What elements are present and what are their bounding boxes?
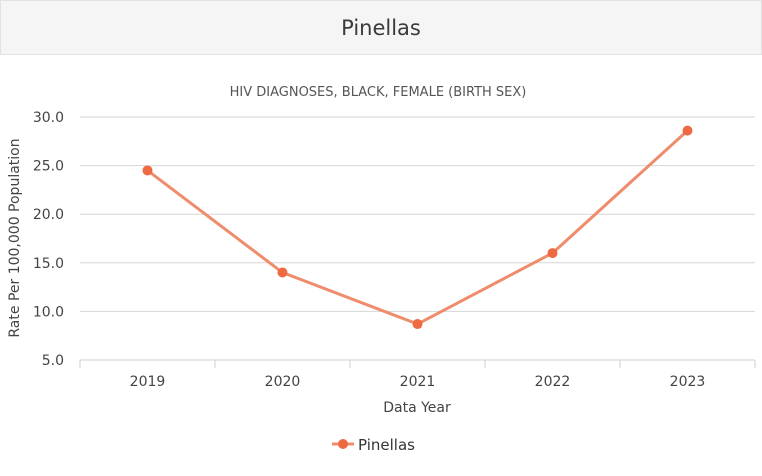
data-point-2022[interactable]: [547, 248, 558, 259]
chart-title: HIV DIAGNOSES, BLACK, FEMALE (BIRTH SEX): [230, 85, 527, 100]
y-tick-label: 5.0: [42, 353, 64, 369]
legend-label-pinellas[interactable]: Pinellas: [358, 436, 415, 454]
y-tick-label: 25.0: [33, 159, 64, 175]
y-tick-label: 10.0: [33, 304, 64, 320]
x-axis: 2019 2020 2021 2022 2023: [79, 359, 756, 390]
x-tick-label-2020: 2020: [265, 374, 301, 390]
series-line: [146, 129, 689, 326]
x-axis-title: Data Year: [383, 400, 451, 416]
y-axis-ticks: 5.0 10.0 15.0 20.0 25.0 30.0: [33, 110, 64, 369]
x-tick-label-2023: 2023: [670, 374, 706, 390]
line-chart: HIV DIAGNOSES, BLACK, FEMALE (BIRTH SEX)…: [7, 85, 756, 454]
y-tick-label: 20.0: [33, 207, 64, 223]
data-point-2020[interactable]: [277, 267, 288, 278]
series-pinellas[interactable]: [142, 125, 693, 330]
x-tick-label-2022: 2022: [535, 374, 571, 390]
y-tick-label: 30.0: [33, 110, 64, 126]
legend-marker-pinellas: [338, 439, 348, 449]
grid-lines: [80, 116, 755, 312]
y-axis-title: Rate Per 100,000 Population: [7, 138, 23, 337]
page-header: Pinellas: [0, 0, 762, 55]
legend[interactable]: Pinellas: [332, 436, 415, 454]
x-tick-label-2019: 2019: [130, 374, 166, 390]
data-point-2023[interactable]: [682, 125, 693, 136]
page-title: Pinellas: [341, 15, 421, 40]
x-tick-label-2021: 2021: [400, 374, 436, 390]
data-point-2019[interactable]: [142, 165, 153, 176]
y-tick-label: 15.0: [33, 256, 64, 272]
data-point-2021[interactable]: [412, 319, 423, 330]
